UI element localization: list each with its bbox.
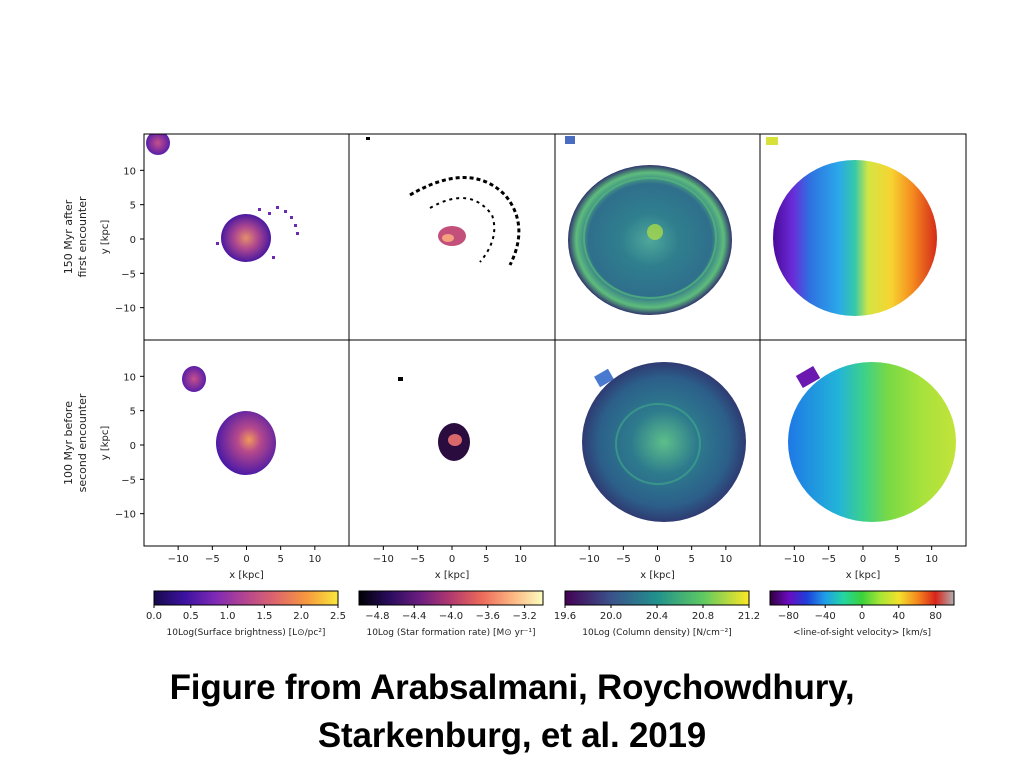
- sfr-arc: [409, 176, 521, 266]
- row-label: 150 Myr after: [62, 199, 75, 274]
- row-label: first encounter: [76, 196, 89, 278]
- y-tick-label: 5: [130, 407, 136, 418]
- x-tick-label: −5: [205, 554, 220, 565]
- colorbar-label: 10Log (Column density) [N/cm⁻²]: [582, 628, 731, 638]
- x-tick-label: 10: [925, 554, 938, 565]
- y-tick-label: −10: [115, 510, 136, 521]
- y-tick-label: 10: [123, 166, 136, 177]
- colorbar-tick-label: 1.5: [256, 611, 272, 622]
- galaxy-disk-vel-2: [788, 362, 956, 522]
- y-tick-label: 10: [123, 372, 136, 383]
- colorbar-tick-label: 20.8: [692, 611, 714, 622]
- colorbar-tick-label: −4.8: [365, 611, 389, 622]
- galaxy-disk-cd-2: [582, 362, 746, 522]
- figure-caption-line-1: Figure from Arabsalmani, Roychowdhury,: [169, 668, 855, 707]
- galaxy-disk-sb: [221, 214, 271, 262]
- colorbar-tick-label: 2.0: [293, 611, 309, 622]
- colorbar-tick-label: 1.0: [220, 611, 236, 622]
- colorbar-tick-label: 21.2: [738, 611, 760, 622]
- colorbar-surface-brightness: [153, 590, 339, 606]
- x-tick-label: 5: [894, 554, 900, 565]
- sfr-arc-inner: [429, 197, 496, 263]
- panel-frames: [143, 133, 967, 547]
- x-tick-label: 0: [449, 554, 455, 565]
- colorbar-column-density: [564, 590, 750, 606]
- colorbar-tick-label: 0: [859, 611, 865, 622]
- spiral-dots: [216, 206, 299, 259]
- vel-satellite: [766, 137, 778, 145]
- colorbar-star-formation-rate: [358, 590, 544, 606]
- galaxy-disk-vel: [773, 160, 937, 316]
- axes: 10 5 0 −5 −10 y [kpc] 150 Myr after first encou…: [62, 166, 938, 581]
- satellite-blob: [146, 134, 170, 155]
- row-label: 100 Myr before: [62, 401, 75, 485]
- y-tick-label: −5: [121, 475, 136, 486]
- x-tick-label: 5: [483, 554, 489, 565]
- x-tick-label: 10: [308, 554, 321, 565]
- x-tick-label: −10: [579, 554, 600, 565]
- sfr-dot: [366, 137, 370, 140]
- y-tick-label: 0: [130, 441, 136, 452]
- colorbar-tick-label: −40: [815, 611, 836, 622]
- colorbar-tick-label: −4.0: [439, 611, 463, 622]
- y-tick-label: −5: [121, 269, 136, 280]
- x-tick-label: 10: [719, 554, 732, 565]
- sfr-dot-2: [398, 377, 403, 381]
- colorbar-tick-label: 2.5: [330, 611, 346, 622]
- colorbar-tick-label: 19.6: [554, 611, 576, 622]
- x-tick-label: −10: [168, 554, 189, 565]
- colorbar-label: 10Log(Surface brightness) [L⊙/pc²]: [167, 628, 326, 638]
- colorbar-tick-label: −3.6: [476, 611, 500, 622]
- x-tick-label: −10: [784, 554, 805, 565]
- colorbar-tick-label: 20.4: [646, 611, 668, 622]
- satellite-blob-2: [182, 366, 206, 392]
- y-axis-label: y [kpc]: [100, 426, 111, 461]
- figure-caption-line-2: Starkenburg, et al. 2019: [0, 716, 1024, 756]
- x-tick-label: 0: [243, 554, 249, 565]
- x-tick-label: −5: [410, 554, 425, 565]
- caption-name: Starkenburg: [317, 716, 522, 755]
- x-axis-label: x [kpc]: [846, 570, 881, 581]
- colorbar-tick-label: 80: [929, 611, 942, 622]
- x-axis-label: x [kpc]: [229, 570, 264, 581]
- colorbars: 0.0 0.5 1.0 1.5 2.0 2.5 10Log(Surface brightne…: [146, 590, 955, 638]
- colorbar-tick-label: 0.0: [146, 611, 162, 622]
- colorbar-tick-label: 0.5: [183, 611, 199, 622]
- colorbar-tick-label: 20.0: [600, 611, 622, 622]
- y-tick-label: −10: [115, 304, 136, 315]
- y-tick-label: 0: [130, 235, 136, 246]
- colorbar-tick-label: −3.2: [512, 611, 536, 622]
- x-tick-label: 0: [860, 554, 866, 565]
- x-axis-label: x [kpc]: [640, 570, 675, 581]
- colorbar-tick-label: −80: [778, 611, 799, 622]
- colorbar-line-of-sight-velocity: [769, 590, 955, 606]
- y-axis-label: y [kpc]: [100, 220, 111, 255]
- caption-rest: , et al. 2019: [521, 716, 707, 755]
- colorbar-label: 10Log (Star formation rate) [M⊙ yr⁻¹]: [366, 628, 535, 638]
- galaxy-disk-cd: [568, 165, 732, 315]
- x-tick-label: −10: [373, 554, 394, 565]
- simulation-figure: 10 5 0 −5 −10 y [kpc] 150 Myr after first encou…: [62, 133, 967, 638]
- y-tick-label: 5: [130, 201, 136, 212]
- cd-satellite-2: [594, 368, 614, 388]
- x-tick-label: −5: [616, 554, 631, 565]
- x-tick-label: 0: [654, 554, 660, 565]
- x-tick-label: 5: [277, 554, 283, 565]
- x-axis-label: x [kpc]: [435, 570, 470, 581]
- colorbar-tick-label: 40: [892, 611, 905, 622]
- x-tick-label: 10: [514, 554, 527, 565]
- x-tick-label: 5: [688, 554, 694, 565]
- colorbar-tick-label: −4.4: [402, 611, 426, 622]
- colorbar-label: <line-of-sight velocity> [km/s]: [793, 628, 931, 638]
- galaxy-disk-sb-2: [216, 411, 276, 475]
- row-label: second encounter: [76, 393, 89, 492]
- panel-images: [146, 134, 956, 522]
- vel-satellite-2: [795, 365, 821, 389]
- x-tick-label: −5: [821, 554, 836, 565]
- cd-satellite: [565, 136, 575, 144]
